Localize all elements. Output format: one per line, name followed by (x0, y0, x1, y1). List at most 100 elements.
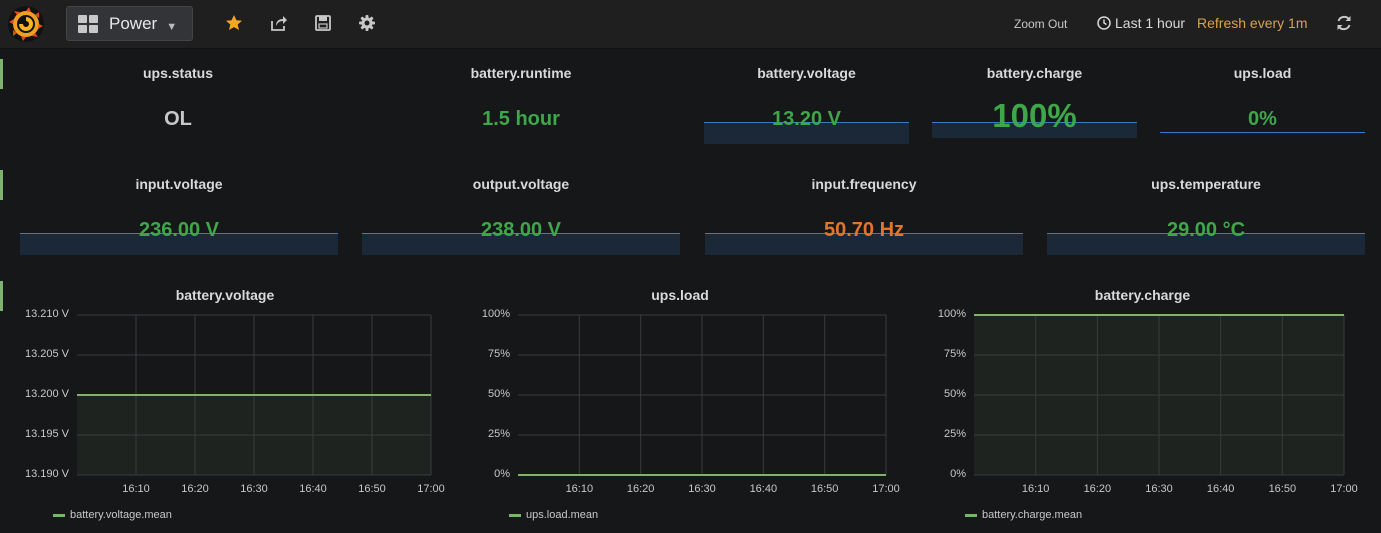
y-tick-label: 0% (494, 468, 510, 480)
row-collapse-handle[interactable] (0, 170, 3, 200)
graph-panel-battery-voltage[interactable]: battery.voltage 13.210 V 13.205 V 13.200 V 1… (0, 281, 450, 533)
graph-title: ups.load (651, 287, 709, 303)
sparkline (704, 122, 909, 144)
star-icon[interactable] (224, 13, 244, 33)
stat-value: 50.70 Hz (823, 219, 905, 241)
time-range-label: Last 1 hour (1115, 15, 1186, 31)
legend-label: ups.load.mean (526, 509, 599, 521)
y-tick-label: 50% (487, 388, 510, 400)
stat-panel-ups-load[interactable]: ups.load 0% (1160, 59, 1365, 159)
graph-title: battery.voltage (175, 287, 275, 303)
sparkline (1047, 233, 1365, 255)
row-collapse-handle[interactable] (0, 59, 3, 89)
graph-panel-battery-charge[interactable]: battery.charge 100% 75% 50% 25% 0% 16:10 16:20 1… (910, 281, 1375, 533)
x-tick-label: 16:40 (1206, 483, 1235, 495)
stat-value: 29.00 °C (1166, 219, 1246, 241)
dashboard-title: Power (109, 13, 158, 33)
x-tick-label: 16:10 (122, 483, 150, 495)
x-tick-label: 17:00 (1330, 483, 1358, 495)
y-tick-label: 13.210 V (24, 308, 69, 320)
panel-title: input.voltage (135, 176, 223, 192)
time-range-picker[interactable]: Last 1 hour (1097, 15, 1185, 31)
x-tick-label: 16:20 (1083, 483, 1112, 495)
y-tick-label: 25% (487, 428, 510, 440)
stat-panel-input-voltage[interactable]: input.voltage 236.00 V (20, 170, 338, 260)
legend-item[interactable]: battery.voltage.mean (53, 509, 172, 521)
sparkline (20, 233, 338, 255)
legend-swatch (53, 513, 65, 517)
panel-title: ups.temperature (1151, 176, 1261, 192)
y-tick-label: 13.205 V (24, 348, 69, 360)
stat-value: 13.20 V (772, 108, 841, 130)
legend-swatch (965, 513, 977, 517)
y-tick-label: 100% (937, 308, 966, 320)
stat-panel-input-frequency[interactable]: input.frequency 50.70 Hz (705, 170, 1023, 260)
y-tick-label: 50% (943, 388, 966, 400)
x-tick-label: 16:30 (688, 483, 716, 495)
y-tick-label: 13.200 V (24, 388, 69, 400)
graph-plot (77, 314, 432, 476)
stat-panel-battery-runtime[interactable]: battery.runtime 1.5 hour (363, 59, 679, 159)
sparkline (362, 233, 680, 255)
stat-panel-output-voltage[interactable]: output.voltage 238.00 V (362, 170, 680, 260)
settings-icon[interactable] (357, 13, 377, 33)
dashboard-grid-icon (78, 14, 98, 33)
chevron-down-icon: ▼ (166, 21, 178, 33)
x-tick-label: 16:30 (240, 483, 268, 495)
legend-item[interactable]: battery.charge.mean (965, 509, 1082, 521)
clock-icon (1097, 16, 1111, 30)
x-tick-label: 16:50 (358, 483, 386, 495)
x-tick-label: 16:50 (810, 483, 839, 495)
refresh-icon[interactable] (1335, 14, 1353, 32)
x-tick-label: 17:00 (872, 483, 900, 495)
stat-value: 236.00 V (138, 219, 220, 241)
panel-title: battery.charge (986, 65, 1083, 81)
stat-value: OL (164, 108, 192, 130)
legend-item[interactable]: ups.load.mean (509, 509, 598, 521)
zoom-out-button[interactable]: Zoom Out (1014, 17, 1068, 31)
panel-title: input.frequency (811, 176, 917, 192)
legend-label: battery.voltage.mean (70, 509, 172, 521)
legend-swatch (509, 513, 521, 517)
stat-panel-ups-status[interactable]: ups.status OL (20, 59, 336, 159)
graph-title: battery.charge (1094, 287, 1191, 303)
y-tick-label: 75% (487, 348, 510, 360)
y-tick-label: 13.195 V (24, 428, 69, 440)
row-collapse-handle[interactable] (0, 281, 3, 311)
panel-title: ups.load (1233, 65, 1292, 81)
stat-panel-battery-charge[interactable]: battery.charge 100% (932, 59, 1137, 159)
x-tick-label: 16:10 (1021, 483, 1050, 495)
panel-title: battery.voltage (757, 65, 856, 81)
stat-value: 100% (992, 97, 1077, 134)
stat-panel-ups-temperature[interactable]: ups.temperature 29.00 °C (1047, 170, 1365, 260)
sparkline (1160, 132, 1365, 134)
grafana-logo-icon[interactable] (6, 4, 46, 44)
panel-title: battery.runtime (470, 65, 572, 81)
dashboard-picker-button[interactable]: Power ▼ (66, 6, 193, 41)
y-tick-label: 100% (481, 308, 510, 320)
panel-title: output.voltage (472, 176, 570, 192)
sparkline (705, 233, 1023, 255)
graph-panel-ups-load[interactable]: ups.load 100% 75% 50% 25% 0% 16:10 16:20 16:30 16… (455, 281, 905, 533)
x-tick-label: 16:10 (565, 483, 594, 495)
stat-value: 0% (1248, 108, 1277, 130)
stat-value: 1.5 hour (482, 108, 560, 130)
y-tick-label: 75% (943, 348, 966, 360)
legend-label: battery.charge.mean (982, 509, 1083, 521)
sparkline (932, 122, 1137, 138)
y-tick-label: 13.190 V (24, 468, 69, 480)
x-tick-label: 16:40 (299, 483, 327, 495)
x-tick-label: 16:40 (749, 483, 778, 495)
x-tick-label: 16:50 (1268, 483, 1297, 495)
save-icon[interactable] (313, 13, 333, 33)
panel-title: ups.status (142, 65, 213, 81)
graph-plot (518, 314, 887, 476)
stat-value: 238.00 V (480, 219, 562, 241)
graph-plot (974, 314, 1345, 476)
share-icon[interactable] (269, 13, 289, 33)
stat-panel-battery-voltage[interactable]: battery.voltage 13.20 V (704, 59, 909, 159)
refresh-interval-label[interactable]: Refresh every 1m (1197, 15, 1308, 31)
x-tick-label: 17:00 (417, 483, 445, 495)
y-tick-label: 25% (943, 428, 966, 440)
x-tick-label: 16:20 (181, 483, 209, 495)
